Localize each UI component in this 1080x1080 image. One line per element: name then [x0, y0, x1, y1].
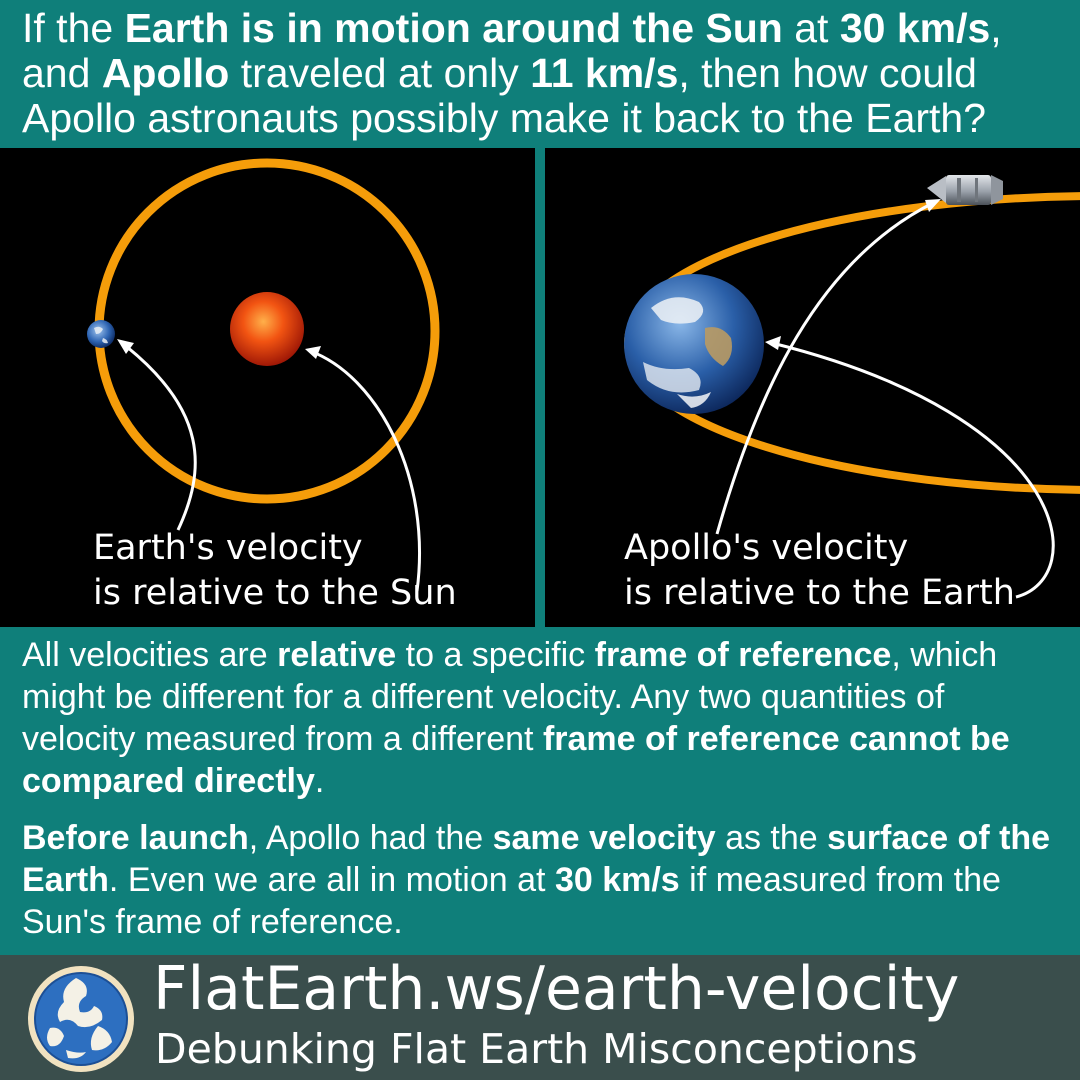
apollo-orbit-illustration [624, 175, 1080, 599]
question-text: and [22, 50, 102, 96]
sun-arrowhead [305, 346, 321, 359]
question-text: , [990, 5, 1002, 51]
question-highlight: 11 km/s [530, 50, 679, 96]
explanation-highlight: same velocity [492, 819, 716, 857]
explanation-text: as the [715, 819, 828, 857]
apollo-capsule-icon [927, 175, 1003, 205]
earth-orbit-illustration [87, 158, 440, 592]
caption-line: is relative to the Earth [624, 573, 1015, 613]
explanation-text: . [314, 762, 325, 800]
earth-arrowhead [117, 339, 134, 354]
earth-velocity-caption: Earth's velocity is relative to the Sun [93, 526, 457, 616]
explanation-highlight: Before launch [22, 819, 249, 857]
explanation-text: , which might be different for a differe… [22, 636, 998, 758]
sun-icon [230, 292, 304, 366]
explanation-highlight: surface of the Earth [22, 819, 1051, 899]
flat-earth-logo-icon [28, 966, 134, 1072]
caption-line: Apollo's velocity [624, 528, 909, 568]
question-text: traveled at only [229, 50, 531, 96]
question-text: , then how could [678, 50, 977, 96]
question-highlight: Apollo [101, 50, 230, 96]
question-text: at [782, 5, 840, 51]
question-text: Apollo astronauts possibly make it back … [22, 95, 987, 141]
footer-tagline: Debunking Flat Earth Misconceptions [155, 1025, 918, 1073]
apollo-arrowhead [925, 199, 941, 212]
explanation-paragraph-2: Before launch, Apollo had the same veloc… [22, 817, 1062, 943]
footer-url-link[interactable]: FlatEarth.ws/earth-velocity [153, 954, 960, 1024]
explanation-highlight: frame of reference cannot be compared di… [22, 720, 1010, 800]
explanation-text: if measured from the Sun's frame of refe… [22, 861, 1001, 941]
earth-relative-arrow [771, 341, 1055, 599]
explanation-paragraph-1: All velocities are relative to a specifi… [22, 634, 1062, 802]
explanation-text: All velocities are [22, 636, 278, 674]
explanation-text: , Apollo had the [248, 819, 493, 857]
explanation-text: to a specific [396, 636, 595, 674]
explanation-highlight: frame of reference [594, 636, 892, 674]
small-earth-icon [87, 320, 115, 348]
explanation-text: . Even we are all in motion at [108, 861, 555, 899]
apollo-orbit-panel: Apollo's velocity is relative to the Ear… [545, 148, 1080, 627]
caption-line: Earth's velocity [93, 528, 363, 568]
question-highlight: 30 km/s [839, 5, 991, 51]
question-text: If the [22, 5, 125, 51]
explanation-highlight: relative [277, 636, 397, 674]
earth-relative-arrowhead [765, 336, 781, 350]
apollo-velocity-caption: Apollo's velocity is relative to the Ear… [624, 526, 1015, 616]
question-heading: If the Earth is in motion around the Sun… [0, 0, 1080, 148]
footer-bar: FlatEarth.ws/earth-velocity Debunking Fl… [0, 954, 1080, 1080]
earth-velocity-arrow [121, 341, 197, 531]
large-earth-icon [624, 274, 764, 414]
apollo-velocity-arrow [715, 200, 936, 535]
caption-line: is relative to the Sun [93, 573, 457, 613]
sun-velocity-arrow [309, 349, 422, 592]
earth-orbit-panel: Earth's velocity is relative to the Sun [0, 148, 535, 627]
explanation-highlight: 30 km/s [554, 861, 680, 899]
question-highlight: Earth is in motion around the Sun [124, 5, 783, 51]
